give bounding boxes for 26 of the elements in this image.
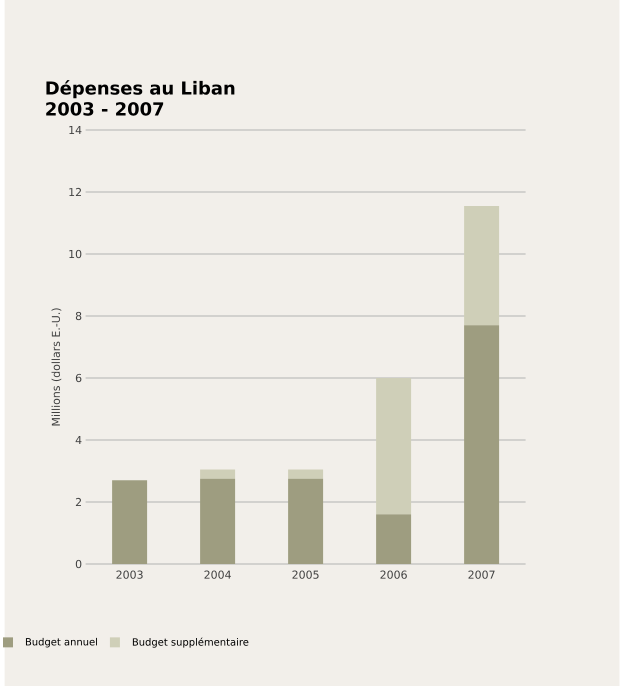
x-tick-label: 2006 [380,570,408,579]
y-tick-label: 10 [70,250,82,258]
x-tick-label: 2004 [204,570,232,579]
bar [464,206,500,326]
y-tick-label: 6 [76,374,82,382]
legend-label: Budget annuel [26,638,98,648]
bar [200,469,236,479]
legend-label: Budget supplémentaire [133,638,249,648]
bar [288,478,324,564]
y-tick-label: 4 [76,436,82,444]
y-tick-label: 2 [76,498,82,506]
y-tick-label: 12 [70,188,82,196]
bar [464,325,500,564]
x-tick-label: 2003 [116,570,143,579]
bar [200,478,236,564]
x-tick-label: 2005 [292,570,319,579]
y-tick-label: 0 [76,560,82,568]
y-tick-label: 14 [70,126,82,134]
y-tick-label: 8 [76,312,82,320]
bar [376,514,412,564]
x-tick-label: 2007 [468,570,495,579]
bar [376,378,412,514]
bar [112,480,148,564]
y-axis-title: Millions (dollars E.-U.) [52,308,62,426]
bar [288,469,324,479]
chart-title: Dépenses au Liban 2003 - 2007 [46,80,235,116]
